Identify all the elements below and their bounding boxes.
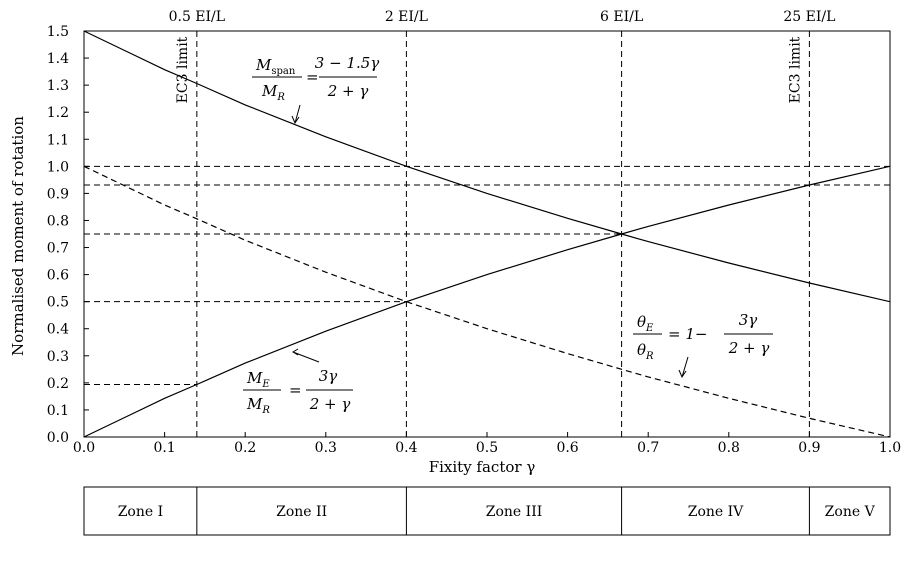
svg-text:θR: θR (637, 341, 654, 362)
zone-table: Zone I Zone II Zone III Zone IV Zone V (83, 486, 891, 536)
m-e-arrow (292, 348, 320, 363)
x-axis-title: Fixity factor γ (429, 458, 536, 476)
y-tick-label: 1.2 (47, 105, 69, 121)
y-tick-label: 0.9 (47, 186, 69, 202)
svg-text:ME: ME (246, 369, 270, 390)
theta-rhs-num: 3γ (739, 311, 758, 329)
svg-text:θE: θE (637, 313, 654, 334)
y-tick-label: 0.1 (47, 403, 69, 419)
top-stiffness-label: 0.5 EI/L (169, 9, 225, 25)
m-span-rhs-den: 2 + γ (327, 82, 369, 100)
svg-text:=: = (306, 68, 319, 86)
top-stiffness-label: 2 EI/L (385, 9, 428, 25)
theta-num-sub: E (645, 323, 654, 334)
series-lines (83, 30, 891, 438)
x-tick-label: 0.6 (556, 440, 578, 456)
m-span-den-main: M (261, 82, 278, 100)
zone-label: Zone III (486, 504, 543, 520)
m-span-num-sub: span (271, 66, 295, 77)
ec3-limit-label: EC3 limit (175, 36, 191, 103)
x-tick-label: 0.0 (73, 440, 95, 456)
y-tick-label: 0.3 (47, 349, 69, 365)
top-stiffness-label: 6 EI/L (600, 9, 643, 25)
x-tick-label: 0.3 (315, 440, 337, 456)
ec3-limit-label: EC3 limit (787, 36, 803, 103)
svg-text:MR: MR (246, 395, 270, 416)
theta-formula: θE θR = 1− 3γ 2 + γ (633, 311, 773, 379)
x-tick-label: 0.8 (718, 440, 740, 456)
m-span-arrow (291, 104, 301, 125)
x-tick-label: 0.1 (153, 440, 175, 456)
theta-arrow (678, 356, 689, 379)
y-tick-label: 0.8 (47, 213, 69, 229)
y-tick-label: 1.5 (47, 24, 69, 40)
zone-label: Zone V (825, 504, 876, 520)
horizontal-reference-lines (84, 165, 890, 385)
x-tick-label: 0.4 (395, 440, 417, 456)
y-tick-label: 0.6 (47, 268, 69, 284)
x-tick-label: 0.2 (234, 440, 256, 456)
m-span-rhs-num: 3 − 1.5γ (315, 54, 380, 72)
theta-rhs-den: 2 + γ (728, 339, 770, 357)
y-tick-label: 0.4 (47, 322, 69, 338)
zone-label: Zone II (276, 504, 327, 520)
svg-text:Mspan: Mspan (255, 56, 296, 77)
svg-text:=: = (289, 381, 302, 399)
tick-labels: 0.0 0.1 0.2 0.3 0.4 0.5 0.6 0.7 0.8 0.9 1.0 0.0 0.1 0… (47, 24, 901, 456)
axes (83, 30, 891, 438)
theta-num-main: θ (637, 313, 646, 331)
x-tick-label: 0.7 (637, 440, 659, 456)
y-tick-label: 1.3 (47, 78, 69, 94)
y-tick-label: 0.5 (47, 295, 69, 311)
y-axis-title: Normalised moment of rotation (9, 116, 27, 356)
m-e-den-sub: R (261, 405, 270, 416)
theta-lead: = 1− (668, 325, 707, 343)
x-tick-label: 1.0 (879, 440, 901, 456)
series-line (83, 30, 891, 303)
m-e-rhs-den: 2 + γ (309, 395, 351, 413)
series-line (83, 165, 891, 438)
m-e-num-main: M (246, 369, 263, 387)
m-span-formula: Mspan MR = 3 − 1.5γ 2 + γ (252, 54, 380, 125)
y-tick-label: 1.4 (47, 51, 69, 67)
y-tick-label: 1.0 (47, 159, 69, 175)
theta-den-main: θ (637, 341, 646, 359)
x-tick-label: 0.5 (476, 440, 498, 456)
series-line (83, 165, 891, 438)
y-tick-label: 0.2 (47, 376, 69, 392)
y-tick-label: 1.1 (47, 132, 69, 148)
top-stiffness-label: 25 EI/L (783, 9, 835, 25)
y-tick-label: 0.0 (47, 430, 69, 446)
m-e-den-main: M (246, 395, 263, 413)
zone-label: Zone IV (688, 504, 744, 520)
vertical-reference-lines: 0.5 EI/L EC3 limit 2 EI/L 6 EI/L 25 EI/L EC3 … (169, 9, 835, 437)
m-e-formula: ME MR = 3γ 2 + γ (243, 348, 353, 416)
m-span-num-main: M (255, 56, 272, 74)
m-span-den-sub: R (276, 92, 285, 103)
x-tick-label: 0.9 (798, 440, 820, 456)
theta-den-sub: R (645, 351, 654, 362)
m-e-num-sub: E (261, 379, 270, 390)
svg-text:MR: MR (261, 82, 285, 103)
zone-label: Zone I (118, 504, 163, 520)
zone-table-frame (83, 486, 891, 536)
m-e-rhs-num: 3γ (319, 367, 338, 385)
y-tick-label: 0.7 (47, 241, 69, 257)
